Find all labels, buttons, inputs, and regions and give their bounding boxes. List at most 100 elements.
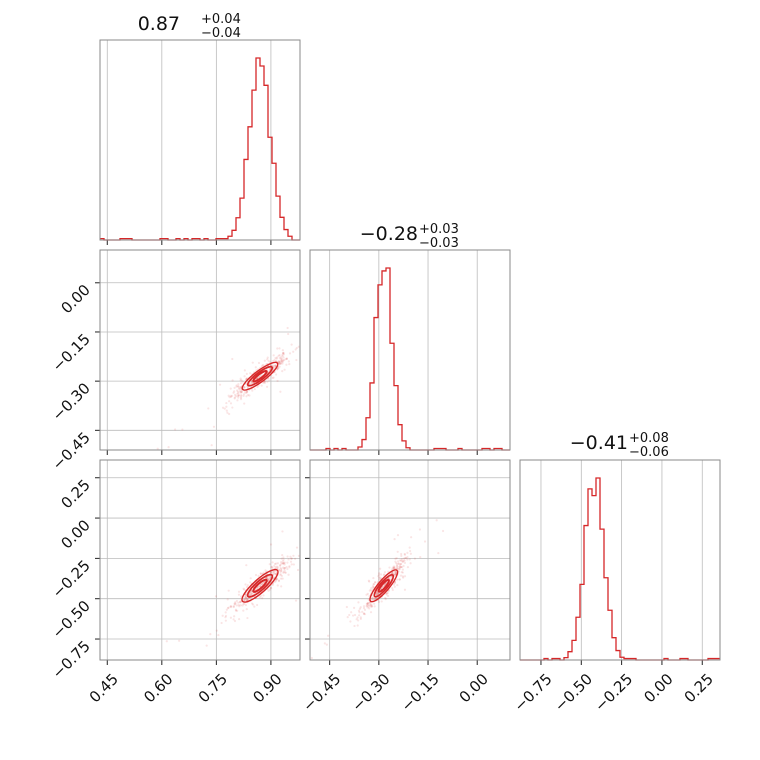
panel-1-1 (309, 249, 511, 455)
sample-point (231, 406, 234, 409)
sample-point (382, 574, 385, 577)
sample-point (367, 603, 370, 607)
contour-1-0-1 (246, 365, 274, 387)
y-tick-label-1-3: 0.00 (57, 281, 93, 317)
sample-point (244, 595, 247, 598)
sample-point (239, 600, 242, 603)
x-tick-label-1-2: −0.15 (398, 670, 443, 715)
sample-point (398, 566, 401, 569)
sample-point (233, 396, 236, 399)
sample-point (282, 351, 285, 354)
sample-point (294, 348, 297, 351)
sample-point (391, 572, 394, 575)
sample-point (401, 560, 404, 564)
sample-point (281, 560, 285, 563)
sample-point (234, 609, 238, 612)
sample-point (225, 405, 228, 408)
title-param-1-minus: −0.04 (201, 26, 241, 41)
sample-point (406, 566, 410, 569)
sample-point (296, 568, 300, 572)
sample-point (250, 381, 253, 384)
sample-point (250, 591, 253, 594)
sample-point (409, 562, 412, 565)
sample-point (359, 606, 362, 609)
sample-point (345, 605, 348, 609)
sample-point (279, 566, 282, 570)
sample-point (231, 379, 234, 382)
sample-point (294, 599, 298, 602)
sample-point (398, 565, 401, 568)
sample-point (287, 332, 290, 336)
sample-point (392, 583, 396, 586)
sample-point (167, 446, 170, 449)
sample-point (260, 384, 263, 387)
sample-point (391, 566, 394, 570)
sample-point (237, 383, 240, 386)
sample-point (295, 546, 299, 549)
sample-point (244, 594, 248, 597)
sample-point (260, 582, 263, 586)
sample-point (269, 586, 273, 590)
sample-point (283, 567, 286, 570)
sample-point (264, 569, 267, 572)
sample-point (297, 554, 300, 557)
sample-point (372, 586, 375, 589)
sample-point (244, 603, 248, 607)
panel-frame-1-0 (99, 249, 301, 451)
sample-point (272, 571, 276, 574)
sample-point (253, 605, 256, 608)
sample-point (392, 566, 395, 570)
sample-point (304, 326, 306, 328)
title-param-3: −0.41 (570, 432, 628, 454)
sample-point (178, 639, 181, 642)
sample-point (400, 565, 403, 569)
sample-point (224, 616, 227, 619)
sample-point (282, 359, 285, 362)
sample-point (241, 604, 244, 607)
sample-point (441, 529, 445, 533)
sample-point (374, 597, 377, 600)
sample-point (239, 386, 242, 389)
titles-layer: 0.87 +0.04 −0.04 −0.28 +0.03 −0.03 −0.41… (138, 12, 669, 460)
sample-point (377, 575, 380, 578)
sample-point (239, 600, 242, 603)
sample-point (397, 560, 400, 563)
sample-point (275, 368, 279, 371)
sample-point (280, 358, 283, 361)
histogram-param-1 (100, 57, 300, 241)
sample-point (388, 566, 391, 569)
panel-0-0 (99, 39, 301, 245)
sample-point (245, 391, 248, 395)
sample-point (236, 609, 239, 612)
sample-point (376, 592, 380, 595)
sample-point (353, 613, 357, 617)
sample-point (269, 571, 272, 574)
sample-point (235, 384, 238, 387)
sample-point (239, 595, 243, 598)
panel-1-0: −0.45−0.30−0.15 0.00 (49, 249, 306, 474)
sample-point (275, 578, 278, 581)
sample-point (382, 584, 385, 587)
sample-point (259, 583, 262, 587)
sample-point (406, 551, 409, 554)
sample-point (248, 394, 251, 397)
sample-point (282, 571, 285, 574)
sample-point (383, 583, 386, 586)
sample-point (394, 572, 397, 576)
sample-point (249, 372, 252, 375)
x-tick-label-0-2: 0.75 (195, 670, 231, 706)
sample-point (220, 621, 223, 625)
title-param-3-plus: +0.08 (629, 431, 669, 446)
sample-point (356, 624, 359, 627)
sample-point (234, 601, 237, 604)
sample-point (396, 578, 399, 581)
sample-point (274, 364, 277, 367)
sample-point (232, 605, 235, 609)
sample-point (279, 569, 283, 572)
y-tick-label-2-1: −0.50 (49, 597, 94, 642)
sample-point (237, 394, 241, 397)
sample-point (242, 587, 245, 590)
sample-point (238, 618, 241, 621)
sample-point (374, 581, 377, 584)
sample-point (261, 597, 264, 600)
